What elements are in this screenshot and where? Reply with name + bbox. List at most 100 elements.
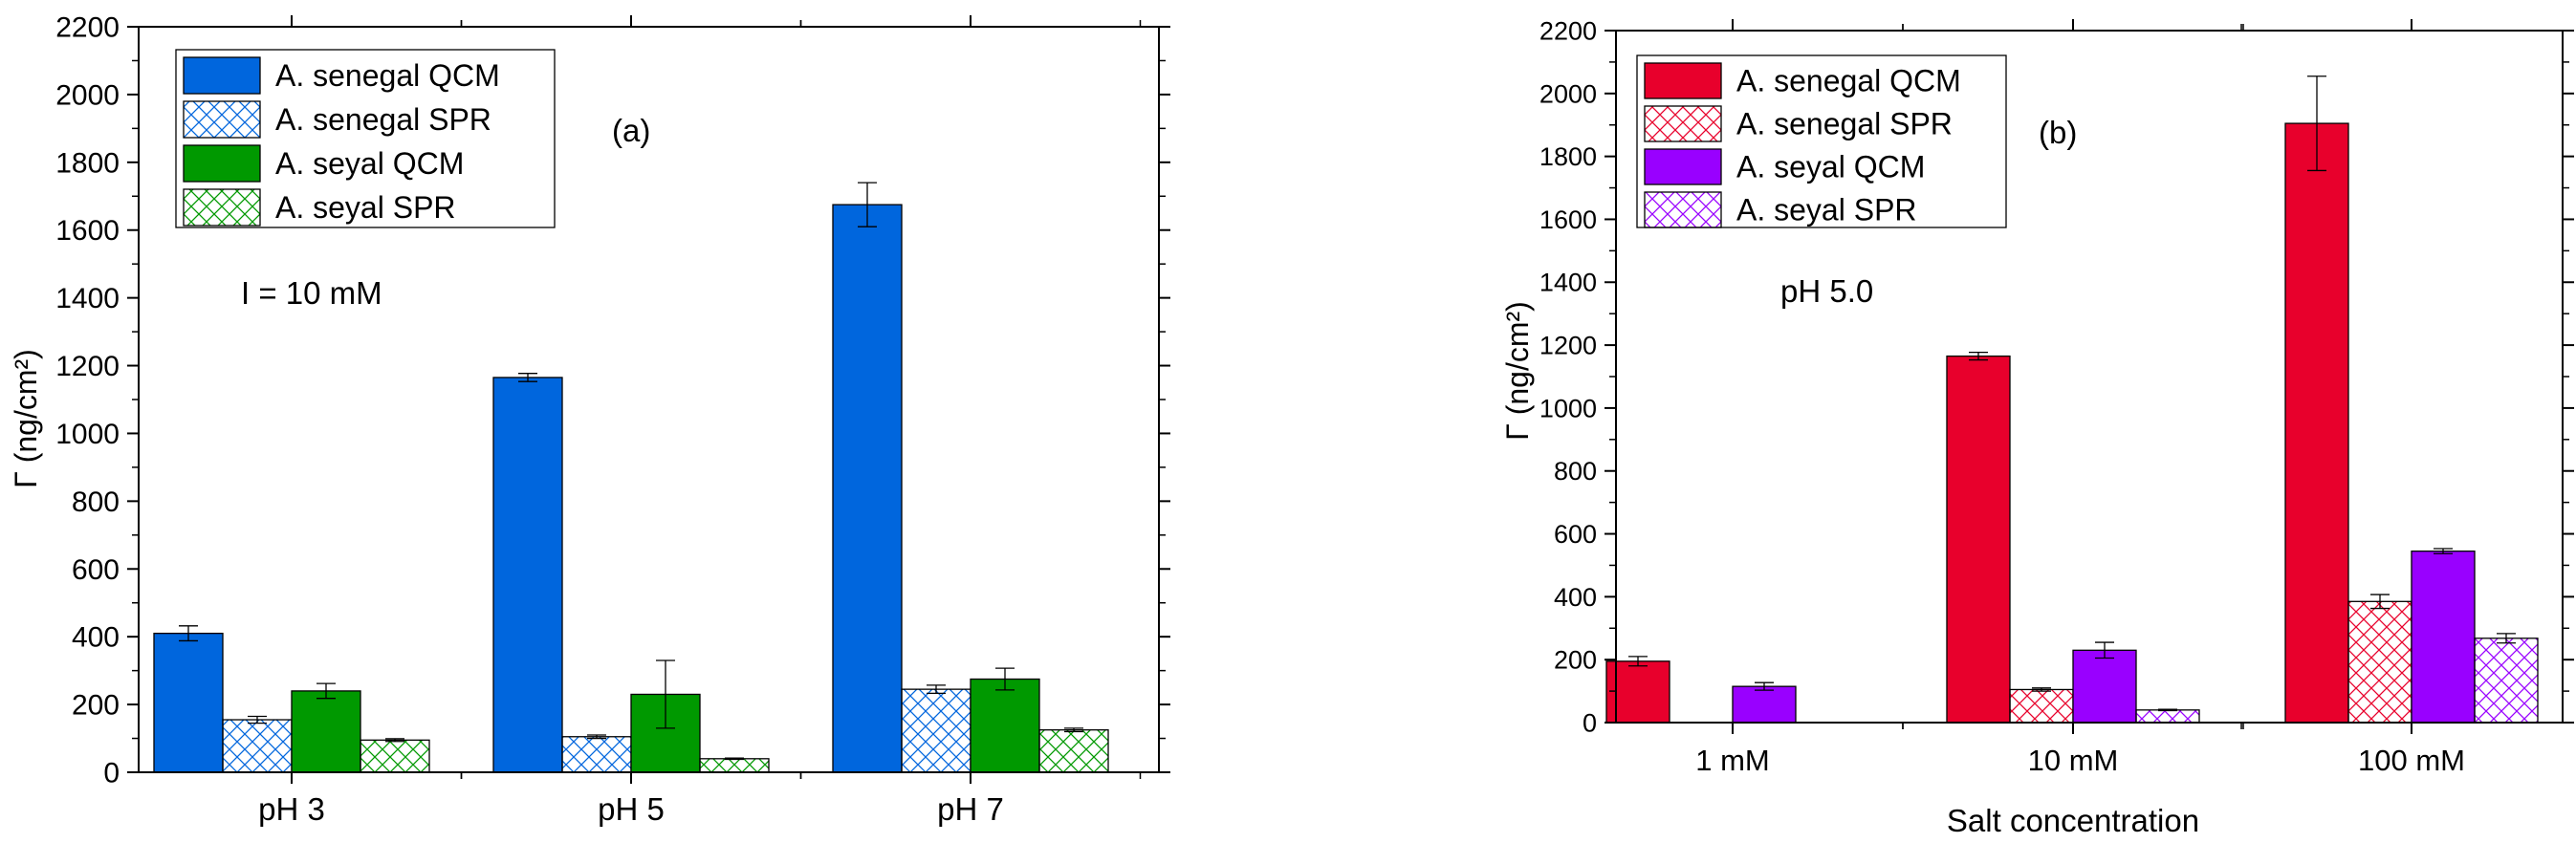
y-tick-label: 1600 <box>55 215 120 247</box>
bar <box>1732 685 1797 724</box>
bar <box>970 678 1040 773</box>
error-bar <box>1628 656 1648 667</box>
bar <box>2347 600 2412 724</box>
panel-label: (a) <box>612 113 650 148</box>
annotation-text: I = 10 mM <box>241 275 382 311</box>
error-bar <box>927 684 946 695</box>
chart-panel-b: Γ (ng/cm²) Salt concentration (b) pH 5.0… <box>1500 16 2574 838</box>
legend-swatch <box>183 144 261 183</box>
bar <box>630 693 701 773</box>
bar <box>1946 355 2011 724</box>
error-bar <box>248 715 267 724</box>
legend-label: A. senegal SPR <box>275 102 491 137</box>
error-bar <box>1755 681 1774 691</box>
error-bar <box>995 667 1015 691</box>
legend-swatch <box>183 100 261 139</box>
y-axis-label: Γ (ng/cm²) <box>1500 301 1535 441</box>
error-bar <box>2158 708 2177 712</box>
legend-label: A. seyal SPR <box>1736 193 1917 227</box>
y-tick-label: 200 <box>72 690 120 722</box>
y-tick-label: 1200 <box>1539 332 1597 360</box>
bar <box>832 204 903 773</box>
error-bar <box>858 182 877 227</box>
error-bar <box>1064 727 1083 733</box>
bar <box>291 690 361 773</box>
legend-label: A. seyal SPR <box>275 190 456 225</box>
x-tick-label: 10 mM <box>2028 744 2119 777</box>
error-bar <box>518 373 537 382</box>
error-bar <box>2497 633 2516 644</box>
y-tick-label: 1400 <box>55 283 120 314</box>
y-tick-label: 200 <box>1554 646 1597 675</box>
error-bar <box>1969 352 1988 361</box>
y-tick-label: 2000 <box>1539 79 1597 108</box>
y-axis-label: Γ (ng/cm²) <box>9 349 43 488</box>
y-tick-label: 600 <box>1554 520 1597 549</box>
y-tick-label: 600 <box>72 554 120 586</box>
error-bar <box>656 659 675 729</box>
error-bar <box>587 734 606 740</box>
bar <box>2135 709 2200 724</box>
x-axis-label: Salt concentration <box>1947 803 2199 838</box>
bar <box>2474 638 2539 724</box>
bar <box>153 632 224 773</box>
y-tick-label: 1600 <box>1539 205 1597 234</box>
y-tick-label: 1200 <box>55 351 120 382</box>
y-tick-label: 0 <box>103 758 120 789</box>
y-tick-label: 2200 <box>55 12 120 44</box>
bar <box>2009 688 2074 724</box>
y-tick-label: 800 <box>72 486 120 518</box>
bar <box>492 377 563 773</box>
y-tick-label: 400 <box>72 622 120 654</box>
legend: A. senegal QCM A. senegal SPR A. seyal QCM… <box>175 49 556 228</box>
legend-label: A. senegal QCM <box>1736 64 1961 98</box>
x-tick-label: pH 5 <box>598 791 665 827</box>
error-bar <box>2370 594 2390 610</box>
legend-label: A. senegal QCM <box>275 58 500 93</box>
legend-swatch <box>1644 191 1722 228</box>
error-bar <box>385 738 404 743</box>
panel-label: (b) <box>2039 115 2077 150</box>
legend-swatch <box>183 188 261 227</box>
error-bar <box>179 625 198 642</box>
x-tick-label: 100 mM <box>2358 744 2465 777</box>
x-tick-label: pH 3 <box>258 791 325 827</box>
y-tick-label: 2200 <box>1539 16 1597 45</box>
y-tick-label: 800 <box>1554 457 1597 486</box>
legend: A. senegal QCM A. senegal SPR A. seyal QCM… <box>1636 54 2007 228</box>
bar <box>699 758 770 773</box>
legend-label: A. seyal QCM <box>275 146 464 181</box>
legend-swatch <box>1644 148 1722 185</box>
x-tick-label: 1 mM <box>1695 744 1770 777</box>
chart-panel-a: Γ (ng/cm²) (a) I = 10 mM 0 200 400 600 800 10… <box>9 12 1170 827</box>
bar <box>360 739 430 773</box>
y-tick-label: 1800 <box>1539 142 1597 171</box>
y-tick-label: 1000 <box>55 419 120 450</box>
bar <box>561 736 632 773</box>
error-bar <box>2434 548 2453 554</box>
bar <box>901 688 971 773</box>
error-bar <box>317 682 336 700</box>
bar <box>222 719 293 773</box>
legend-label: A. seyal QCM <box>1736 150 1925 184</box>
y-tick-label: 1800 <box>55 147 120 179</box>
y-tick-label: 1400 <box>1539 269 1597 297</box>
x-tick-label: pH 7 <box>937 791 1004 827</box>
y-tick-label: 400 <box>1554 583 1597 612</box>
y-tick-label: 0 <box>1583 708 1597 737</box>
error-bar <box>2095 641 2114 659</box>
legend-swatch <box>1644 62 1722 99</box>
bar <box>2411 550 2476 724</box>
legend-swatch <box>1644 105 1722 142</box>
legend-label: A. senegal SPR <box>1736 107 1953 141</box>
legend-swatch <box>183 56 261 95</box>
y-tick-label: 1000 <box>1539 394 1597 422</box>
error-bar <box>725 757 744 761</box>
error-bar <box>2032 687 2051 692</box>
bar <box>2284 122 2349 724</box>
y-tick-label: 2000 <box>55 79 120 111</box>
bar <box>2072 649 2137 724</box>
annotation-text: pH 5.0 <box>1780 273 1873 309</box>
bar <box>1038 729 1109 773</box>
